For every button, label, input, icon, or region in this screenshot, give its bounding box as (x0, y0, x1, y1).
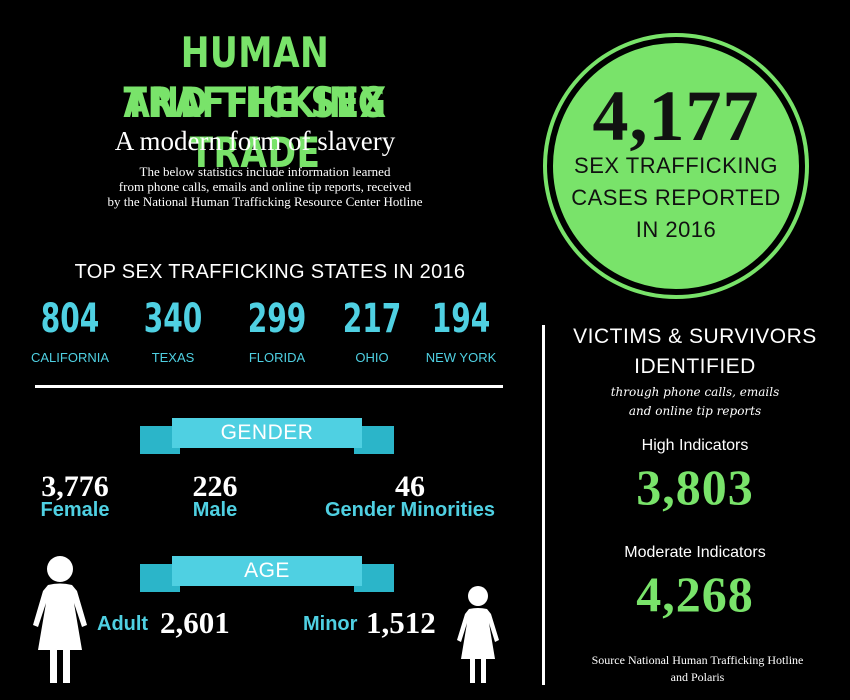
age-banner-label: AGE (172, 556, 362, 586)
gender-label-male: Male (192, 499, 238, 521)
source-line-1: Source National Human Trafficking Hotlin… (591, 653, 804, 667)
title-line-2: AND THE SEX TRADE (123, 78, 387, 177)
age-value-adult: 2,601 (160, 605, 230, 640)
state-value-new-york: 194 (431, 296, 491, 342)
source-note: Source National Human Trafficking Hotlin… (565, 652, 830, 686)
woman-silhouette-icon (33, 556, 87, 683)
description-line-3: by the National Human Trafficking Resour… (107, 194, 423, 209)
cases-circle (547, 37, 805, 295)
gender-label-minorities: Gender Minorities (324, 499, 496, 521)
description: The below statistics include information… (40, 164, 490, 209)
gender-value-female: 3,776 (41, 470, 109, 503)
state-name-new-york: NEW YORK (425, 350, 497, 365)
moderate-indicators-label: Moderate Indicators (624, 544, 766, 561)
moderate-indicators-value: 4,268 (636, 566, 754, 622)
victims-heading-line-2: IDENTIFIED (634, 355, 756, 378)
high-indicators-label: High Indicators (641, 437, 749, 454)
high-indicators-value: 3,803 (636, 459, 754, 515)
state-value-florida: 299 (247, 296, 307, 342)
state-name-florida: FLORIDA (248, 350, 306, 365)
description-line-1: The below statistics include information… (139, 164, 391, 179)
horizontal-divider (35, 385, 503, 388)
gender-value-minorities: 46 (395, 470, 425, 503)
state-value-ohio: 217 (342, 296, 402, 342)
state-name-ohio: OHIO (355, 350, 389, 365)
victims-subtext-line-1: through phone calls, emails (610, 385, 780, 399)
title-line-1: HUMAN TRAFFICKING (123, 28, 387, 127)
victims-subtext: through phone calls, emails and online t… (560, 383, 830, 421)
subtitle: A modern form of slavery (114, 126, 396, 156)
victims-heading-line-1: VICTIMS & SURVIVORS (573, 325, 817, 348)
vertical-divider (542, 325, 545, 685)
state-name-california: CALIFORNIA (30, 350, 109, 365)
cases-number: 4,177 (592, 76, 760, 156)
cases-line-3: IN 2016 (635, 217, 717, 242)
state-value-california: 804 (40, 296, 100, 342)
age-value-minor: 1,512 (366, 605, 436, 640)
girl-silhouette-icon (457, 586, 499, 683)
gender-label-female: Female (40, 499, 110, 521)
age-label-adult: Adult (97, 613, 149, 635)
source-line-2: and Polaris (670, 670, 725, 684)
states-heading: TOP SEX TRAFFICKING STATES IN 2016 (74, 261, 466, 283)
victims-subtext-line-2: and online tip reports (628, 404, 762, 418)
cases-line-1: SEX TRAFFICKING (574, 153, 778, 178)
gender-value-male: 226 (192, 470, 238, 503)
state-name-texas: TEXAS (151, 350, 195, 365)
age-label-minor: Minor (303, 613, 358, 635)
state-value-texas: 340 (143, 296, 203, 342)
gender-banner-label: GENDER (172, 418, 362, 448)
description-line-2: from phone calls, emails and online tip … (118, 179, 412, 194)
cases-line-2: CASES REPORTED (571, 185, 781, 210)
